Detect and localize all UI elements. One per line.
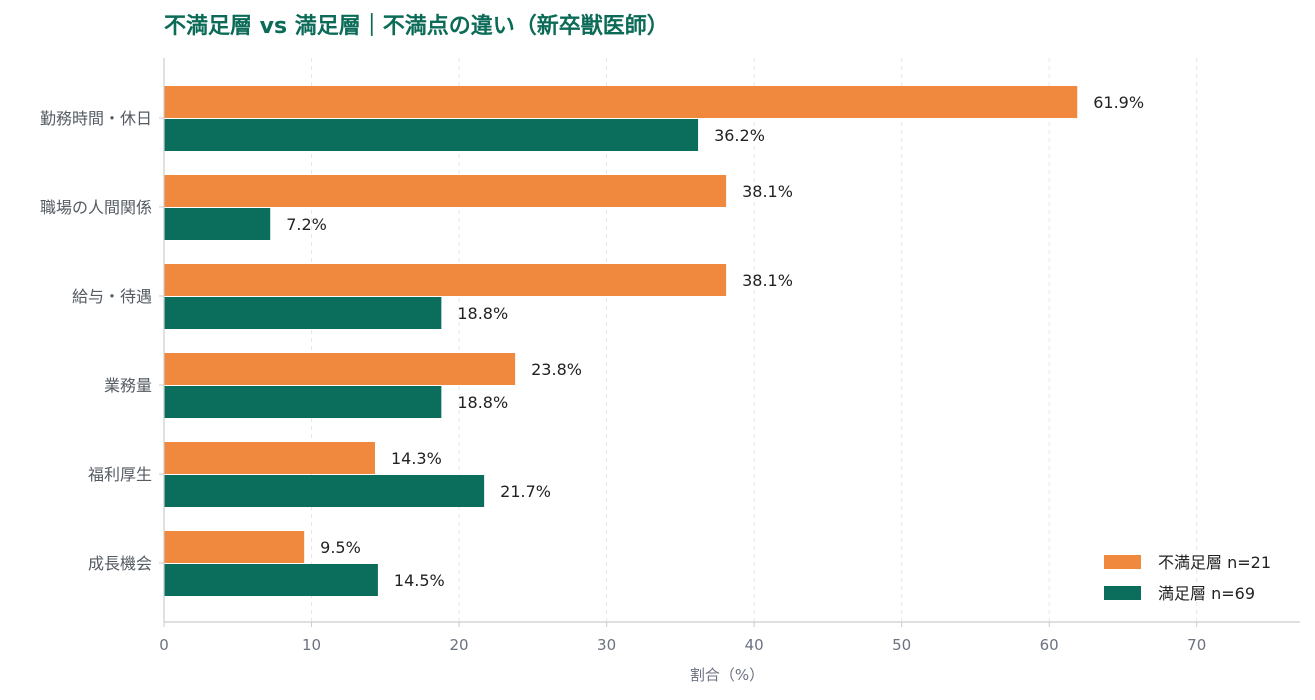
value-label: 21.7% [500, 482, 551, 501]
bar-satisfied [164, 119, 699, 151]
bars-layer [164, 86, 1078, 596]
chart-title: 不満足層 vs 満足層｜不満点の違い（新卒獣医師） [164, 14, 669, 39]
category-label: 成長機会 [88, 554, 152, 573]
bar-satisfied [164, 386, 442, 418]
value-label: 9.5% [320, 538, 361, 557]
category-label: 勤務時間・休日 [40, 109, 152, 128]
x-tick-label: 60 [1040, 636, 1059, 654]
x-tick-label: 70 [1187, 636, 1206, 654]
legend-label: 不満足層 n=21 [1158, 553, 1271, 572]
bar-dissatisfied [164, 531, 305, 563]
category-label: 福利厚生 [88, 465, 152, 484]
bar-satisfied [164, 208, 271, 240]
x-tick-label: 20 [450, 636, 469, 654]
value-label: 14.3% [391, 449, 442, 468]
legend-swatch [1104, 586, 1141, 600]
value-label: 36.2% [714, 126, 765, 145]
bar-dissatisfied [164, 175, 727, 207]
legend: 不満足層 n=21 満足層 n=69 [1104, 553, 1271, 603]
legend-label: 満足層 n=69 [1158, 584, 1255, 603]
value-label: 38.1% [742, 182, 793, 201]
bar-satisfied [164, 297, 442, 329]
category-label: 職場の人間関係 [40, 198, 152, 217]
value-label: 14.5% [394, 571, 445, 590]
value-label: 23.8% [531, 360, 582, 379]
value-label: 38.1% [742, 271, 793, 290]
legend-swatch [1104, 555, 1141, 569]
bar-dissatisfied [164, 86, 1078, 118]
x-tick-label: 0 [159, 636, 169, 654]
bar-dissatisfied [164, 353, 516, 385]
x-tick-label: 40 [745, 636, 764, 654]
bar-satisfied [164, 564, 378, 596]
x-axis-title: 割合（%） [690, 666, 764, 684]
x-tick-label: 30 [597, 636, 616, 654]
value-label: 61.9% [1093, 93, 1144, 112]
grid-layer [311, 58, 1198, 622]
category-label: 業務量 [104, 376, 152, 395]
x-tick-label: 50 [892, 636, 911, 654]
value-label: 7.2% [286, 215, 327, 234]
value-label: 18.8% [457, 393, 508, 412]
value-label: 18.8% [457, 304, 508, 323]
bar-dissatisfied [164, 442, 375, 474]
labels-layer: 勤務時間・休日 61.9% 36.2% 職場の人間関係 38.1% 7.2% 給与・待遇 38… [40, 93, 1144, 590]
category-label: 給与・待遇 [72, 287, 152, 306]
bar-satisfied [164, 475, 485, 507]
axis-layer: 0 10 20 30 40 50 60 70 割合（%） [159, 58, 1300, 684]
x-tick-label: 10 [302, 636, 321, 654]
bar-dissatisfied [164, 264, 727, 296]
